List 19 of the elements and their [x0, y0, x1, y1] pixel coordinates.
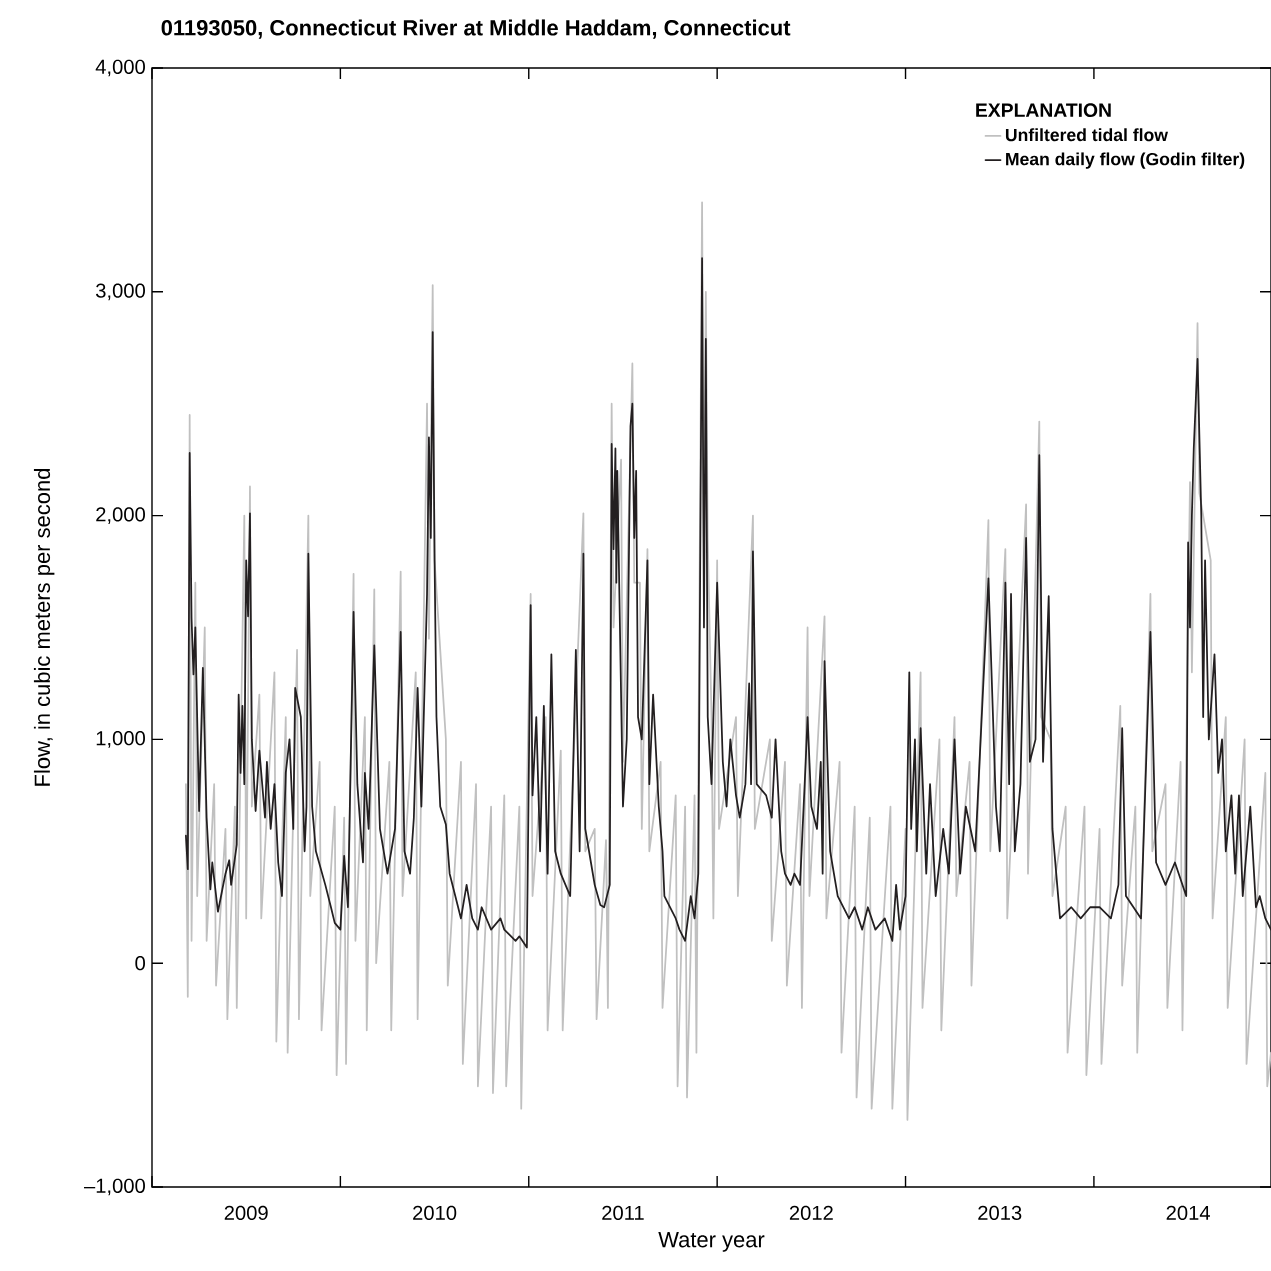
x-axis-title: Water year [658, 1232, 765, 1252]
y-tick-label: 4,000 [95, 59, 145, 77]
chart-title: 01193050, Connecticut River at Middle Haddam, Connecticut [161, 19, 791, 39]
x-tick-label: 2009 [224, 1205, 268, 1221]
y-axis-title: Flow, in cubic meters per second [33, 469, 55, 786]
x-tick-label: 2011 [602, 1205, 644, 1221]
x-tick-label: 2012 [789, 1205, 833, 1221]
line-series [185, 201, 1271, 1121]
x-tick-label: 2013 [978, 1205, 1022, 1221]
legend-label: Unfiltered tidal flow [1005, 128, 1168, 142]
x-tick-label: 2010 [413, 1205, 457, 1221]
legend-label: Mean daily flow (Godin filter) [1006, 152, 1245, 169]
y-tick-label: 1,000 [96, 731, 145, 748]
y-tick-label: 3,000 [95, 283, 145, 301]
legend-title: EXPLANATION [976, 103, 1111, 118]
x-tick-label: 2014 [1166, 1205, 1210, 1221]
y-tick-label: –1,000 [83, 1178, 145, 1196]
y-tick-label: 2,000 [96, 507, 145, 524]
y-tick-label: 0 [135, 956, 145, 971]
